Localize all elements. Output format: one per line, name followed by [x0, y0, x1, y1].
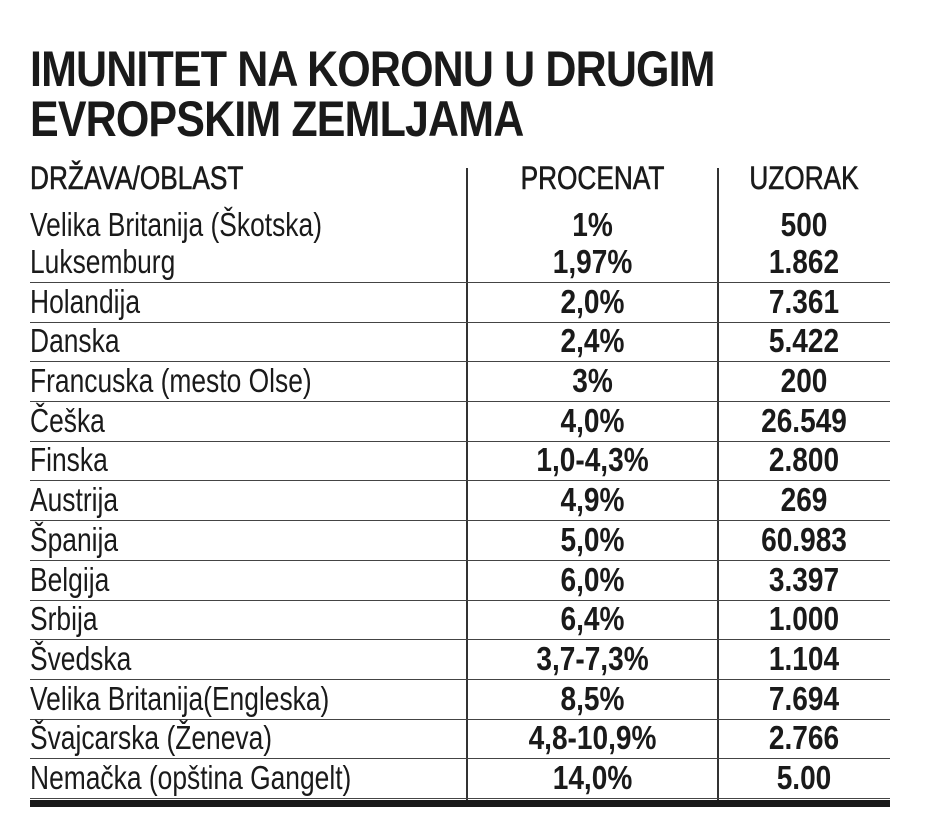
country-cell: Francuska (mesto Olse) — [30, 362, 312, 400]
table-row: Švedska 3,7-7,3% 1.104 — [30, 640, 890, 680]
sample-cell: 26.549 — [761, 401, 847, 439]
country-cell: Nemačka (opština Gangelt) — [30, 759, 352, 797]
sample-cell: 5.00 — [776, 759, 832, 797]
percent-cell: 4,9% — [560, 481, 625, 519]
title-line-1: IMUNITET NA KORONU U DRUGIM — [30, 41, 716, 97]
sample-cell: 269 — [780, 481, 828, 519]
country-cell: Srbija — [30, 600, 98, 638]
table-row: Srbija 6,4% 1.000 — [30, 601, 890, 641]
country-cell: Holandija — [30, 282, 141, 320]
column-divider — [717, 168, 719, 800]
title: IMUNITET NA KORONU U DRUGIM EVROPSKIM ZE… — [30, 41, 716, 147]
table-row: Holandija 2,0% 7.361 — [30, 283, 890, 323]
sample-cell: 3.397 — [768, 560, 840, 598]
country-cell: Luksemburg — [30, 242, 176, 280]
country-cell: Finska — [30, 441, 108, 479]
percent-cell: 3% — [572, 362, 613, 400]
bottom-rule — [30, 800, 890, 807]
percent-cell: 3,7-7,3% — [536, 639, 649, 677]
sample-cell: 60.983 — [761, 520, 847, 558]
table-row: Finska 1,0-4,3% 2.800 — [30, 442, 890, 482]
percent-cell: 4,8-10,9% — [528, 719, 657, 757]
country-cell: Češka — [30, 401, 105, 439]
table-row: Belgija 6,0% 3.397 — [30, 561, 890, 601]
percent-cell: 1,97% — [552, 242, 633, 280]
country-cell: Švajcarska (Ženeva) — [30, 719, 273, 757]
sample-cell: 1.104 — [768, 639, 840, 677]
title-line-2: EVROPSKIM ZEMLJAMA — [30, 91, 524, 147]
sample-cell: 7.361 — [768, 282, 840, 320]
sample-cell: 2.766 — [768, 719, 840, 757]
sample-cell: 2.800 — [768, 441, 840, 479]
country-cell: Velika Britanija(Engleska) — [30, 679, 330, 717]
country-cell: Danska — [30, 322, 120, 360]
country-cell: Španija — [30, 520, 119, 558]
table-row: Češka 4,0% 26.549 — [30, 402, 890, 442]
table-row: Francuska (mesto Olse) 3% 200 — [30, 362, 890, 403]
sample-cell: 1.000 — [768, 600, 840, 638]
percent-cell: 2,0% — [560, 282, 625, 320]
percent-cell: 2,4% — [560, 322, 625, 360]
table-row: Velika Britanija(Engleska) 8,5% 7.694 — [30, 680, 890, 720]
country-cell: Austrija — [30, 481, 119, 519]
table-row: Danska 2,4% 5.422 — [30, 323, 890, 363]
column-divider — [466, 168, 468, 800]
header-country: DRŽAVA/OBLAST — [30, 160, 244, 197]
sample-cell: 7.694 — [768, 679, 840, 717]
table-row: Nemačka (opština Gangelt) 14,0% 5.00 — [30, 759, 890, 800]
table-row: Austrija 4,9% 269 — [30, 482, 890, 522]
percent-cell: 14,0% — [552, 759, 633, 797]
country-cell: Švedska — [30, 639, 132, 677]
percent-cell: 4,0% — [560, 401, 625, 439]
percent-cell: 6,4% — [560, 600, 625, 638]
percent-cell: 8,5% — [560, 679, 625, 717]
percent-cell: 1,0-4,3% — [536, 441, 649, 479]
percent-cell: 5,0% — [560, 520, 625, 558]
country-cell: Belgija — [30, 560, 110, 598]
table-row: Španija 5,0% 60.983 — [30, 521, 890, 561]
table-row: Velika Britanija (Škotska) 1% 500 — [30, 205, 890, 245]
table-row: Luksemburg 1,97% 1.862 — [30, 243, 890, 283]
sample-cell: 200 — [780, 362, 828, 400]
header-sample: UZORAK — [749, 160, 859, 197]
sample-cell: 1.862 — [768, 242, 840, 280]
country-cell: Velika Britanija (Škotska) — [30, 206, 322, 243]
percent-cell: 1% — [572, 206, 613, 243]
percent-cell: 6,0% — [560, 560, 625, 598]
header-percent: PROCENAT — [520, 160, 665, 197]
sample-cell: 5.422 — [768, 322, 840, 360]
sample-cell: 500 — [780, 206, 828, 243]
table-row: Švajcarska (Ženeva) 4,8-10,9% 2.766 — [30, 720, 890, 760]
